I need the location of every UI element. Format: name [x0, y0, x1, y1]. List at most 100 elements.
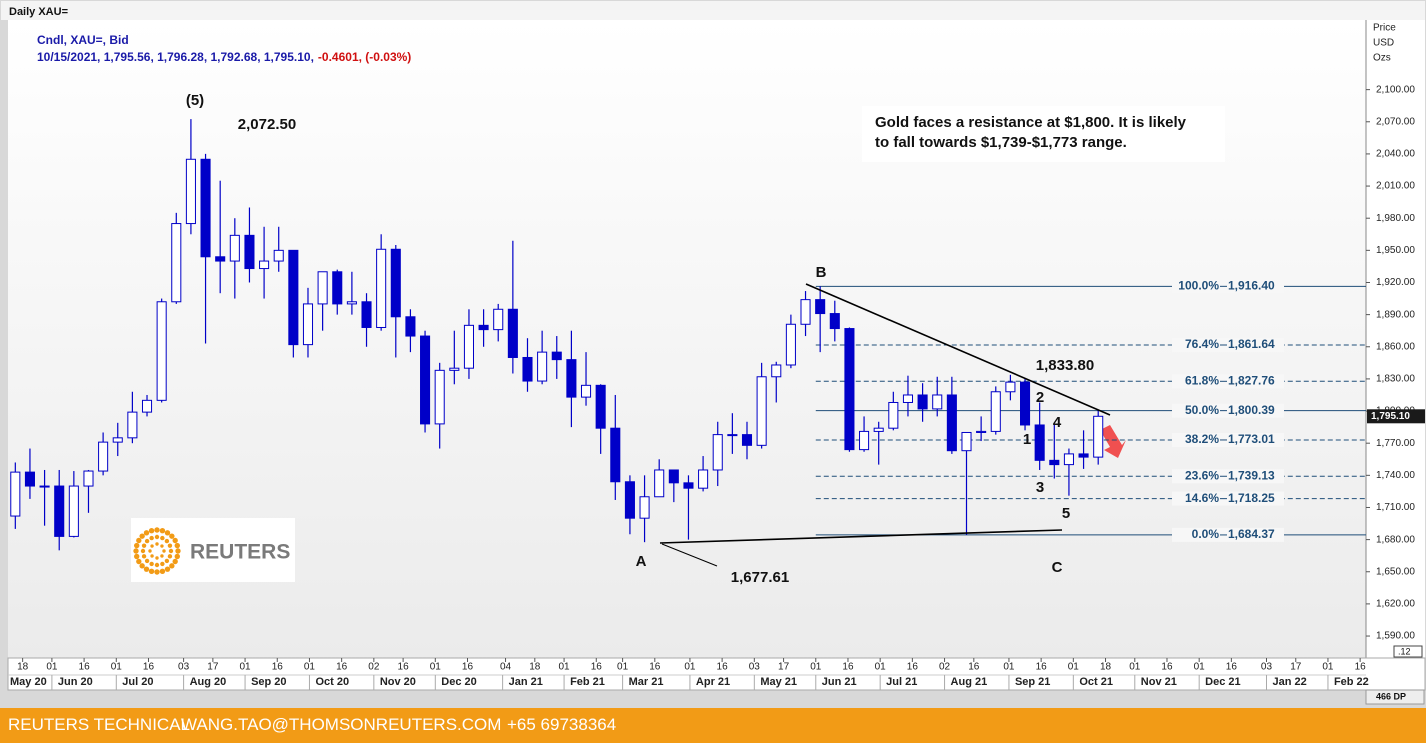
arrow	[1100, 425, 1126, 458]
x-tick-label: 02	[368, 662, 380, 673]
month-label: Aug 21	[951, 676, 988, 688]
x-tick-label: 01	[875, 662, 887, 673]
x-tick-label: 01	[111, 662, 123, 673]
x-tick-label: 01	[1194, 662, 1206, 673]
candle	[902, 375, 914, 417]
logo-dot	[134, 553, 140, 560]
logo-dot	[144, 558, 150, 564]
candle	[127, 391, 138, 444]
annotation: 3	[1036, 479, 1044, 496]
x-tick-label: 16	[79, 662, 91, 673]
candle	[10, 462, 21, 529]
logo-dot	[133, 548, 139, 554]
annotation: C	[1052, 559, 1063, 576]
x-tick-label: 16	[1036, 662, 1048, 673]
candle-body	[361, 301, 372, 328]
candle-body	[698, 469, 709, 489]
candle-body	[712, 434, 723, 471]
month-label: Apr 21	[696, 676, 730, 688]
candle	[229, 218, 240, 299]
candle	[376, 234, 387, 331]
change: -0.4601, (-0.03%)	[318, 50, 411, 64]
x-tick-label: 03	[749, 662, 761, 673]
candle	[727, 413, 738, 454]
month-label: Jan 21	[509, 676, 543, 688]
candle-body	[741, 434, 753, 446]
logo-dot	[143, 566, 150, 572]
candle	[771, 361, 782, 403]
y-tick-label: 1,740.00	[1376, 470, 1415, 481]
candle	[712, 421, 723, 487]
month-label: Nov 20	[380, 676, 416, 688]
candle-body	[522, 356, 533, 382]
candle-body	[420, 335, 431, 425]
y-tick-label: 1,650.00	[1376, 566, 1415, 577]
x-tick-label: 16	[143, 662, 155, 673]
candle	[624, 475, 635, 535]
y-tick-label: 1,830.00	[1376, 374, 1415, 385]
fib-value: 1,800.39	[1228, 403, 1275, 417]
candle	[507, 240, 518, 374]
y-tick-label: 1,620.00	[1376, 599, 1415, 610]
candle-body	[844, 328, 855, 451]
candle-body	[1078, 453, 1089, 458]
fib-value: 1,718.25	[1228, 491, 1275, 505]
fib-label-bg	[1172, 469, 1284, 484]
logo-dot	[154, 527, 160, 533]
logo-dot	[148, 549, 152, 553]
x-tick-label: 17	[207, 662, 219, 673]
candle-body	[566, 359, 577, 398]
logo-dot	[160, 535, 165, 541]
candles	[10, 119, 1104, 551]
month-label: Feb 22	[1334, 676, 1369, 688]
candle	[990, 386, 1001, 435]
candle	[332, 269, 343, 315]
month-label: Oct 21	[1079, 676, 1113, 688]
candle	[405, 309, 416, 353]
logo-dot	[164, 558, 170, 564]
candle-body	[288, 249, 299, 346]
candle-body	[654, 469, 665, 498]
logo: REUTERS	[131, 518, 295, 582]
annotation: (5)	[186, 92, 204, 109]
candle-body	[156, 301, 167, 401]
candle-body	[185, 158, 196, 225]
fib-pct: 61.8%	[1185, 373, 1219, 387]
fib-pct: 100.0%	[1178, 279, 1219, 293]
candle-body	[785, 323, 796, 366]
x-tick-label: 17	[778, 662, 790, 673]
candle-body	[332, 271, 343, 305]
fib-label-bg	[1172, 403, 1284, 418]
legend-name: Cndl, XAU=, Bid	[37, 33, 129, 47]
x-tick-label: 01	[304, 662, 316, 673]
note: to fall towards $1,739-$1,773 range.	[875, 134, 1127, 151]
candle	[449, 330, 460, 385]
candle-body	[829, 313, 840, 330]
month-label: Dec 21	[1205, 676, 1240, 688]
annotation: 4	[1053, 414, 1062, 431]
y-tick-label: 1,890.00	[1376, 309, 1415, 320]
y-tick-label: 1,770.00	[1376, 438, 1415, 449]
x-tick-label: 16	[907, 662, 919, 673]
y-tick-label: 2,070.00	[1376, 116, 1415, 127]
candle	[54, 469, 65, 551]
candle	[756, 362, 767, 449]
footer-email: WANG.TAO@THOMSONREUTERS.COM	[181, 715, 501, 734]
candle	[961, 431, 972, 535]
candle	[1034, 402, 1045, 470]
month-label: May 20	[10, 676, 47, 688]
fib-value: 1,861.64	[1228, 337, 1275, 351]
fib-label-bg	[1172, 527, 1284, 542]
candle	[171, 212, 182, 304]
candle-body	[1020, 381, 1031, 426]
candle	[156, 298, 167, 403]
candle	[844, 327, 855, 452]
candle-body	[1005, 381, 1016, 393]
candle	[112, 422, 123, 457]
logo-dot	[167, 543, 173, 548]
logo-dot	[164, 538, 170, 544]
logo-dot	[174, 542, 180, 549]
candle	[932, 376, 943, 417]
candle	[976, 416, 987, 442]
last-price-box	[1367, 409, 1425, 424]
